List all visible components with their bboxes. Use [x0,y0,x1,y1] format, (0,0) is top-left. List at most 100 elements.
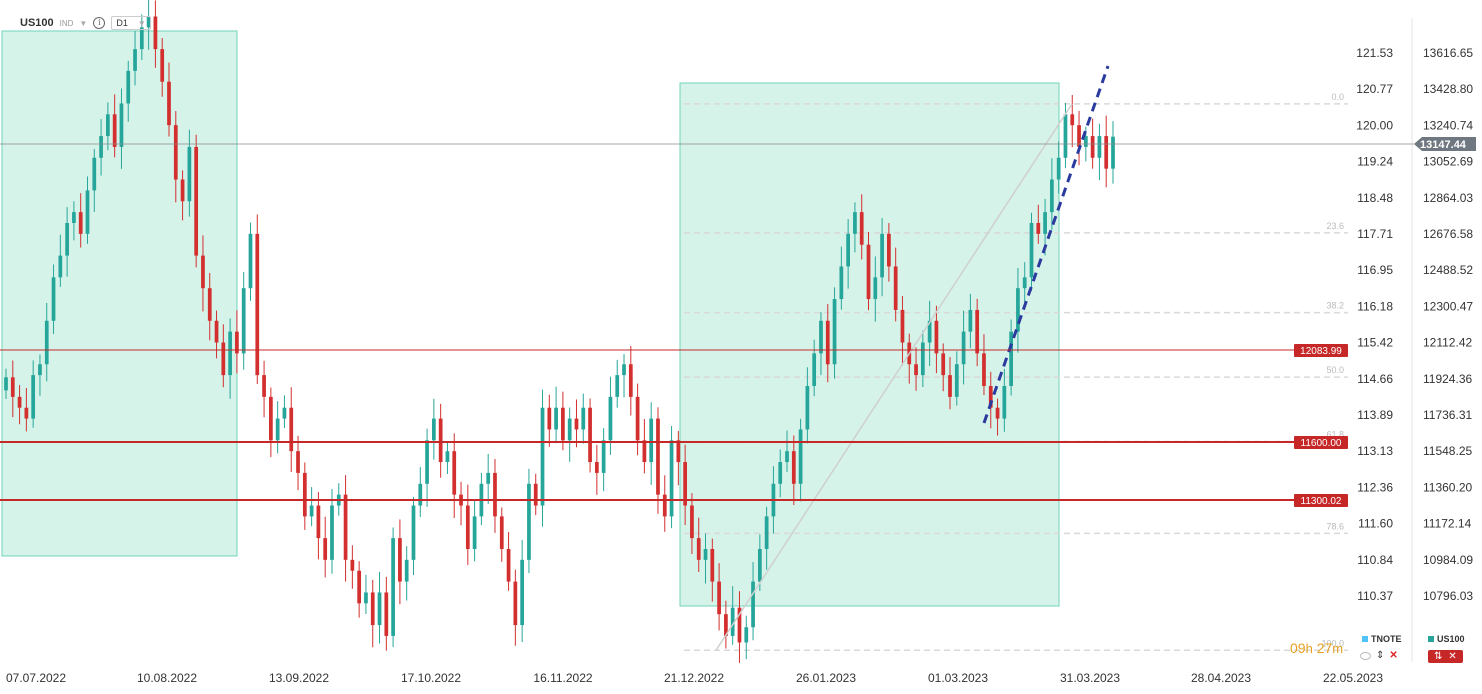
settings-icon[interactable]: ⇅ [1434,651,1443,662]
price-axis-tick-label: 10984.09 [1423,553,1473,567]
candle-down [717,581,721,615]
candle-down [302,472,307,517]
candle-down [547,407,552,430]
candle-up [44,320,49,365]
candle-up [846,233,851,267]
candle-down [900,309,905,343]
candle-down [289,407,294,452]
candle-up [65,222,69,256]
fibonacci-level-label: 61.8 [1326,430,1344,440]
candle-down [724,614,728,636]
eye-icon[interactable] [1360,651,1371,660]
candle-down [914,364,918,376]
candle-down [628,364,633,397]
candle-up [954,364,959,397]
candle-down [323,538,328,560]
secondary-axis-tick-label: 120.00 [1356,118,1393,132]
candle-up [554,407,558,430]
countdown-hour-unit: h [1305,641,1313,656]
candle-up [880,233,884,278]
fibonacci-anchor-line [715,103,1073,651]
candle-down [343,494,348,560]
sort-arrows-icon[interactable]: ⇕ [1376,650,1385,661]
us100-action-box[interactable]: ⇅ ✕ [1428,650,1463,663]
candle-up [920,342,925,376]
candle-down [235,331,239,354]
level-badge-label: 11600.00 [1301,438,1342,449]
candle-up [805,385,810,430]
candle-down [696,538,701,560]
candle-up [187,146,192,202]
candle-up [1029,222,1034,278]
trendline [982,65,1110,424]
candle-up [472,516,477,549]
market-type-label: IND [59,18,74,28]
candle-down [683,462,688,506]
candle-up [812,353,817,386]
candle-down [1104,136,1109,169]
symbol-label[interactable]: US100 [20,17,54,29]
candle-down [887,233,891,267]
candle-up [377,592,382,626]
candle-up [309,505,314,517]
candle-up [567,418,572,441]
countdown-hours: 09 [1290,640,1306,656]
candle-down [737,607,742,643]
candle-up [839,266,844,300]
secondary-axis-tick-label: 114.66 [1357,372,1393,386]
info-icon[interactable]: i [93,17,106,29]
candle-up [1056,157,1061,180]
remove-icon[interactable]: ✕ [1448,651,1457,662]
candle-down [1077,125,1081,147]
candle-down [594,462,599,473]
candle-down [825,320,830,365]
us100-swatch-icon [1428,636,1434,642]
candle-down [370,592,375,626]
candle-up [778,462,783,484]
candle-down [988,385,993,408]
candle-down [194,146,199,256]
price-axis-tick-label: 13052.69 [1423,155,1473,169]
close-icon[interactable]: ✕ [1389,650,1398,661]
candle-down [173,125,178,180]
candle-down [561,407,565,441]
candle-up [622,364,626,376]
candle-up [72,212,76,223]
interval-selector[interactable]: D1 ▼ [111,16,151,30]
candle-down [167,81,171,126]
candle-up [486,472,491,484]
candle-up [228,331,232,376]
candle-up [927,320,932,343]
candle-down [357,570,362,604]
fibonacci-level-label: 23.6 [1326,221,1344,231]
candle-up [581,407,586,430]
candle-up [31,375,36,419]
candle-up [282,407,287,419]
candle-up [126,70,131,104]
candle-down [635,396,640,441]
candle-down [452,451,457,495]
candle-down [153,16,158,50]
fibonacci-level-label: 0.0 [1331,92,1344,102]
candle-down [214,320,219,343]
candle-down [1036,222,1041,234]
candle-down [866,244,871,300]
candle-down [710,548,715,582]
price-axis-tick-label: 13428.80 [1423,82,1473,96]
price-axis-tick-label: 13240.74 [1423,118,1473,132]
legend-item-us100[interactable]: US100 [1428,634,1465,644]
candle-down [316,505,321,539]
secondary-axis-tick-label: 110.37 [1357,589,1393,603]
fibonacci-level-label: 38.2 [1326,301,1344,311]
symbol-dropdown-icon[interactable]: ▼ [79,18,88,28]
candle-down [160,49,165,82]
candle-down [268,396,273,441]
candle-down [941,353,946,376]
legend-item-tnote[interactable]: TNOTE [1362,634,1402,644]
candle-down [662,494,667,517]
candle-up [1009,331,1013,386]
price-axis-tick-label: 11172.14 [1423,517,1472,531]
secondary-axis-tick-label: 115.42 [1357,336,1393,350]
secondary-axis-tick-label: 111.60 [1358,517,1393,531]
